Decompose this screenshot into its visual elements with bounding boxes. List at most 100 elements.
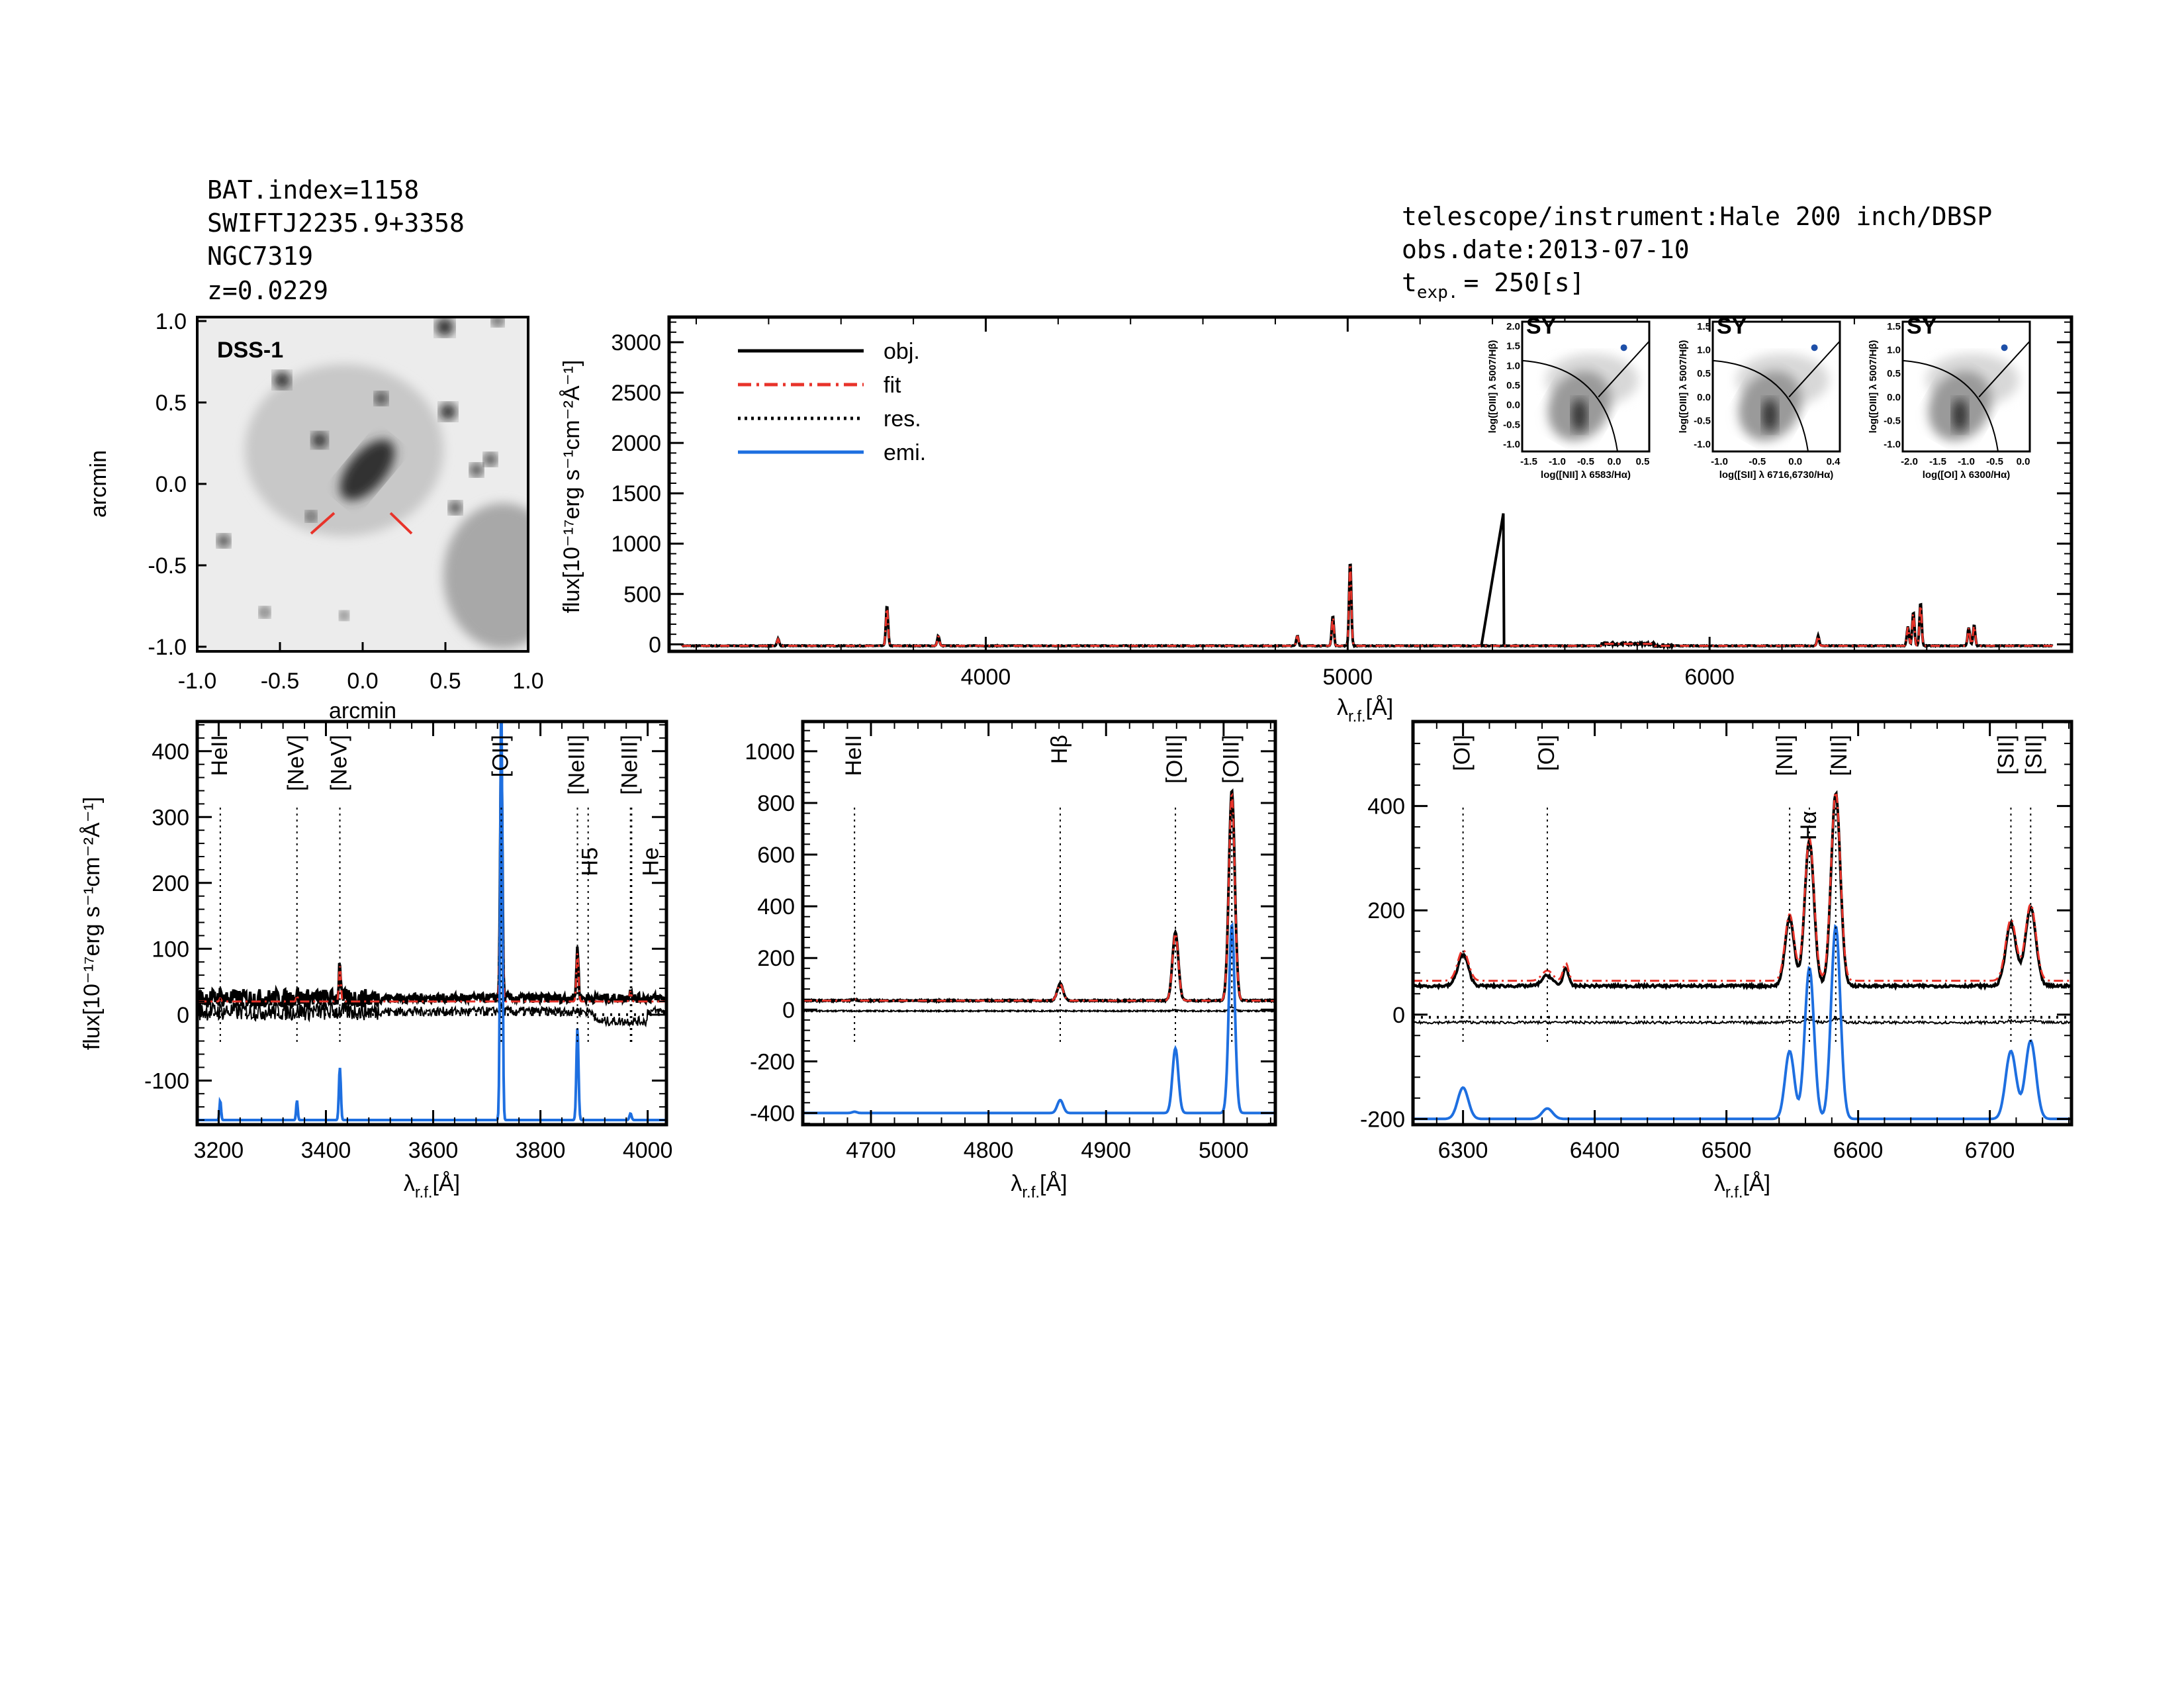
seyfert-liner-line <box>1978 340 2030 398</box>
bpt-y-axis-label: log([OIII] λ 5007/Hβ) <box>1487 340 1498 434</box>
dss-image-panel: DSS-1 -1.0 -1.0 -0.5 -0.5 0.0 0.0 0.5 0.5 1.0 1.0 a… <box>86 309 544 724</box>
bpt-y-tick-label: -1.0 <box>1884 439 1901 450</box>
line-label: [NeIII] <box>564 735 589 795</box>
legend-label: fit <box>884 373 901 398</box>
bpt-x-tick-label: -1.5 <box>1929 456 1946 467</box>
plot-area <box>1413 790 2071 1121</box>
line-label: [OI] <box>1534 735 1559 771</box>
x-label-part: r.f. <box>415 1184 433 1201</box>
spectra: 4000 5000 6000050010001500200025003000flux… <box>79 314 2073 1201</box>
x-tick-label: 4000 <box>961 665 1011 690</box>
density-map <box>1903 322 2030 451</box>
bpt-y-tick-label: 1.5 <box>1506 341 1520 352</box>
x-tick-label: 0.5 <box>430 669 461 694</box>
bpt-x-tick-label: -1.0 <box>1549 456 1566 467</box>
line-label: H5 <box>578 847 603 876</box>
y-tick-label: 800 <box>757 791 795 816</box>
line-label: [SII] <box>1993 735 2019 774</box>
y-tick-label: 2000 <box>611 431 661 456</box>
fit-spectrum <box>682 566 2053 647</box>
bpt-diagram-3: SY -2.0 -1.5 -1.0 -0.5 0.0 1.5 1.0 0.5 0.0 -0.5 -1.… <box>1868 314 2031 481</box>
line-label: [OIII] <box>1162 735 1187 784</box>
panel-p3: 6300 6400 6500 6600 6700-2000200400λr.f.[Å][… <box>1360 720 2073 1201</box>
x-axis-label: λr.f.[Å] <box>404 1171 460 1201</box>
exposure-time: texp. = 250[s] <box>1402 268 1585 303</box>
bpt-x-tick-label: -1.0 <box>1958 456 1975 467</box>
x-tick-label: 3600 <box>408 1138 459 1163</box>
main-x-axis-label: λr.f.[Å] <box>1337 695 1393 726</box>
contour-core <box>1952 399 1968 432</box>
star <box>449 501 462 514</box>
line-label: Hα <box>1796 811 1821 840</box>
line-label: [NeV] <box>327 735 352 791</box>
bpt-x-axis-label: log([SII] λ 6716,6730/Hα) <box>1719 469 1834 481</box>
y-tick-label: 200 <box>757 946 795 971</box>
bpt-y-axis-label: log([OIII] λ 5007/Hβ) <box>1678 340 1689 434</box>
line-label: [NeV] <box>284 735 309 791</box>
x-tick-label: 6500 <box>1702 1138 1752 1163</box>
plot-area <box>197 722 666 1121</box>
plot-area <box>680 513 2054 651</box>
galaxy-halo <box>245 364 443 536</box>
y-tick-label: 0.5 <box>156 391 187 416</box>
x-tick-label: -0.5 <box>261 669 300 694</box>
bpt-x-tick-label: 0.0 <box>2017 456 2030 467</box>
x-tick-label: 6600 <box>1833 1138 1884 1163</box>
density-map <box>1713 322 1840 451</box>
bpt-x-tick-label: 0.4 <box>1827 456 1841 467</box>
bpt-x-tick-label: 0.5 <box>1636 456 1650 467</box>
star <box>435 318 454 336</box>
y-tick-label: -400 <box>750 1101 795 1126</box>
star <box>217 534 230 547</box>
line-label: [NeIII] <box>617 735 643 795</box>
legend-label: obj. <box>884 339 920 364</box>
bpt-x-axis-label: log([NII] λ 6583/Hα) <box>1541 469 1631 481</box>
bpt-x-axis-label: log([OI] λ 6300/Hα) <box>1923 469 2011 481</box>
star <box>484 453 497 466</box>
slit-marker <box>389 512 413 535</box>
bpt-y-tick-label: -0.5 <box>1503 419 1520 430</box>
x-tick-label: 4900 <box>1081 1138 1131 1163</box>
star <box>259 607 270 618</box>
x-axis-label: λr.f.[Å] <box>1714 1171 1770 1201</box>
star <box>306 511 316 522</box>
x-label-part: [Å] <box>1040 1171 1068 1196</box>
panel-p2: 4700 4800 4900 5000 -400 -200 0 200 400 600 800 100… <box>745 720 1277 1201</box>
emi-spectrum <box>1413 923 2071 1121</box>
y-axis-label: flux[10⁻¹⁷erg s⁻¹cm⁻²Å⁻¹] <box>559 360 584 614</box>
bpt-diagram-1: SY-1.5 -1.0 -0.5 0.0 0.52.01.51.00.50.0-0.5-… <box>1487 314 1651 481</box>
y-tick-label: 500 <box>623 582 661 607</box>
obj-artifact <box>1480 513 1506 645</box>
y-tick-label: 0 <box>649 632 661 657</box>
galaxy-name: NGC7319 <box>207 242 313 271</box>
bpt-y-tick-label: 0.0 <box>1697 392 1711 403</box>
x-tick-label: 6000 <box>1684 665 1735 690</box>
contour-core <box>1571 399 1588 432</box>
neighbor-galaxy <box>443 503 528 649</box>
bpt-x-tick-label: -0.5 <box>1749 456 1766 467</box>
bpt-y-axis-label: log([OIII] λ 5007/Hβ) <box>1868 340 1879 434</box>
x-tick-label: 4800 <box>964 1138 1014 1163</box>
line-label: Hβ <box>1047 735 1072 764</box>
x-tick-label: 0.0 <box>347 669 378 694</box>
bpt-y-tick-label: 0.5 <box>1887 368 1901 379</box>
x-label-part: λ <box>404 1171 415 1196</box>
y-tick-label: 100 <box>152 937 189 962</box>
slit-marker <box>310 512 336 535</box>
bat-index: BAT.index=1158 <box>207 175 419 205</box>
bpt-y-tick-label: 1.5 <box>1697 321 1711 332</box>
class-label: SY <box>1907 314 1937 339</box>
x-tick-label: 5000 <box>1323 665 1373 690</box>
obj-spectrum <box>803 788 1275 1004</box>
star <box>492 317 504 326</box>
bpt-x-tick-label: 0.0 <box>1788 456 1802 467</box>
x-tick-label: 5000 <box>1199 1138 1249 1163</box>
obj-spectrum <box>680 563 2054 651</box>
dss-image <box>197 317 528 651</box>
star <box>340 611 349 620</box>
bpt-y-tick-label: 0.0 <box>1506 400 1520 411</box>
fit-spectrum <box>1413 790 2071 982</box>
y-tick-label: 0 <box>782 998 795 1023</box>
y-tick-label: 200 <box>152 871 189 896</box>
